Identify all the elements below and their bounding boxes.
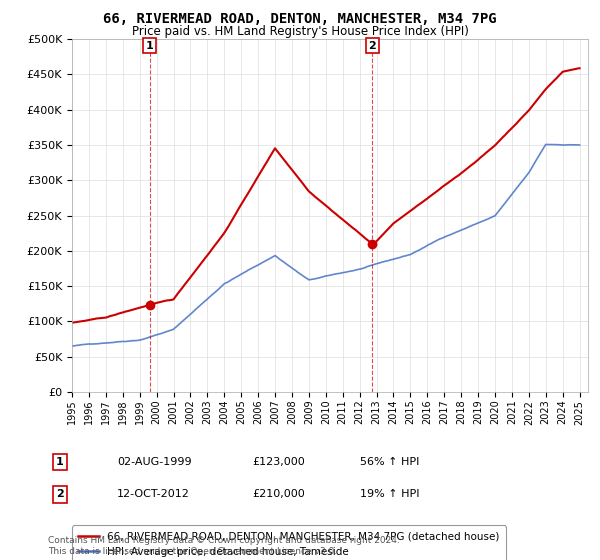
Text: 19% ↑ HPI: 19% ↑ HPI [360,489,419,500]
Text: 2: 2 [56,489,64,500]
Text: 66, RIVERMEAD ROAD, DENTON, MANCHESTER, M34 7PG: 66, RIVERMEAD ROAD, DENTON, MANCHESTER, … [103,12,497,26]
Text: £123,000: £123,000 [252,457,305,467]
Text: 56% ↑ HPI: 56% ↑ HPI [360,457,419,467]
Text: 1: 1 [56,457,64,467]
Text: Contains HM Land Registry data © Crown copyright and database right 2024.
This d: Contains HM Land Registry data © Crown c… [48,536,400,556]
Text: 2: 2 [368,41,376,50]
Text: 02-AUG-1999: 02-AUG-1999 [117,457,191,467]
Text: £210,000: £210,000 [252,489,305,500]
Text: 12-OCT-2012: 12-OCT-2012 [117,489,190,500]
Text: 1: 1 [146,41,154,50]
Text: Price paid vs. HM Land Registry's House Price Index (HPI): Price paid vs. HM Land Registry's House … [131,25,469,38]
Legend: 66, RIVERMEAD ROAD, DENTON, MANCHESTER, M34 7PG (detached house), HPI: Average p: 66, RIVERMEAD ROAD, DENTON, MANCHESTER, … [72,525,506,560]
